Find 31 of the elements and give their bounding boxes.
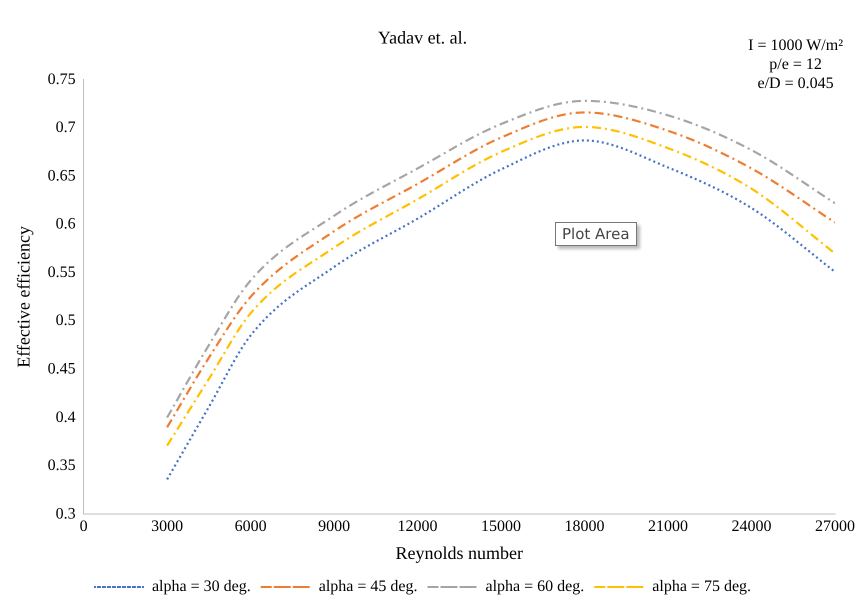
x-tick-label: 12000 [398,518,438,536]
y-axis-title: Effective efficiency [14,226,34,368]
y-tick-label: 0.5 [56,312,76,330]
annotation: Plot Area [555,222,637,246]
y-tick-label: 0.3 [56,505,76,522]
x-tick-label: 15000 [481,518,522,536]
legend-label: alpha = 30 deg. [152,578,251,596]
y-tick-label: 0.55 [48,264,76,281]
y-tick-label: 0.75 [48,70,76,88]
legend-label: alpha = 75 deg. [652,578,752,596]
y-tick-label: 0.4 [56,408,76,426]
x-axis-title: Reynolds number [396,542,524,563]
x-tick-label: 3000 [151,518,184,536]
y-tick-label: 0.65 [48,167,76,184]
legend-label: alpha = 60 deg. [486,578,584,596]
annotation: e/D = 0.045 [756,74,835,93]
x-tick-label: 9000 [318,518,350,536]
x-tick-label: 27000 [815,518,855,536]
y-tick-label: 0.45 [48,360,76,378]
legend-label: alpha = 45 deg. [318,578,418,596]
x-tick-label: 24000 [732,518,772,536]
chart-title: Yadav et. al. [378,28,468,48]
x-tick-label: 21000 [648,518,688,536]
x-tick-label: 6000 [234,518,267,536]
y-tick-label: 0.6 [56,216,76,233]
y-tick-label: 0.35 [48,457,76,474]
text: I = 1000 W/m² [748,36,843,55]
text: p/e = 12 [768,55,823,74]
x-tick-label: 0 [80,518,88,536]
y-tick-label: 0.7 [56,119,76,136]
x-tick-label: 18000 [564,518,605,536]
